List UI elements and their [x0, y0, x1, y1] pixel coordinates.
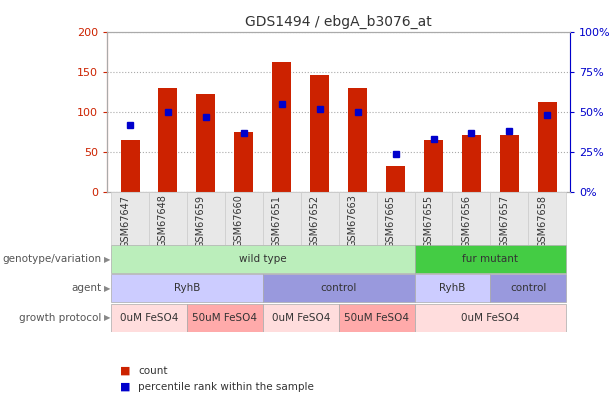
Bar: [500, 134, 519, 192]
Text: 0uM FeSO4: 0uM FeSO4: [120, 313, 178, 322]
Bar: [187, 32, 225, 192]
Bar: [414, 32, 452, 192]
Text: ■: ■: [120, 366, 130, 375]
Bar: [490, 192, 528, 245]
Text: RyhB: RyhB: [173, 284, 200, 293]
Bar: [263, 274, 414, 303]
Bar: [272, 62, 291, 192]
Bar: [111, 245, 414, 273]
Text: ▶: ▶: [104, 313, 111, 322]
Text: GSM67652: GSM67652: [310, 195, 320, 248]
Text: 0uM FeSO4: 0uM FeSO4: [461, 313, 520, 322]
Bar: [196, 94, 215, 192]
Text: fur mutant: fur mutant: [462, 254, 519, 264]
Text: percentile rank within the sample: percentile rank within the sample: [138, 382, 314, 392]
Text: GSM67655: GSM67655: [424, 195, 433, 248]
Text: GSM67665: GSM67665: [386, 195, 395, 247]
Bar: [376, 32, 414, 192]
Bar: [149, 32, 187, 192]
Bar: [414, 274, 490, 303]
Text: genotype/variation: genotype/variation: [2, 254, 101, 264]
Text: GSM67657: GSM67657: [500, 195, 509, 248]
Text: 50uM FeSO4: 50uM FeSO4: [192, 313, 257, 322]
Bar: [111, 192, 149, 245]
Text: GSM67651: GSM67651: [272, 195, 282, 247]
Text: GSM67648: GSM67648: [158, 195, 168, 247]
Text: control: control: [510, 284, 547, 293]
Bar: [310, 75, 329, 192]
Bar: [376, 192, 414, 245]
Text: GSM67659: GSM67659: [196, 195, 206, 247]
Text: GSM67663: GSM67663: [348, 195, 357, 247]
Bar: [490, 32, 528, 192]
Bar: [452, 32, 490, 192]
Bar: [121, 140, 140, 192]
Text: GSM67658: GSM67658: [538, 195, 547, 247]
Bar: [338, 32, 376, 192]
Title: GDS1494 / ebgA_b3076_at: GDS1494 / ebgA_b3076_at: [245, 15, 432, 29]
Bar: [338, 303, 414, 332]
Bar: [263, 32, 301, 192]
Bar: [225, 192, 263, 245]
Bar: [225, 32, 263, 192]
Text: ▶: ▶: [104, 284, 111, 293]
Bar: [452, 192, 490, 245]
Bar: [386, 166, 405, 192]
Bar: [111, 32, 149, 192]
Bar: [111, 303, 187, 332]
Bar: [348, 88, 367, 192]
Bar: [338, 192, 376, 245]
Text: GSM67656: GSM67656: [462, 195, 471, 247]
Bar: [187, 303, 263, 332]
Text: control: control: [321, 284, 357, 293]
Text: RyhB: RyhB: [440, 284, 466, 293]
Bar: [263, 192, 301, 245]
Bar: [528, 192, 566, 245]
Text: ■: ■: [120, 382, 130, 392]
Text: GSM67647: GSM67647: [120, 195, 130, 247]
Text: count: count: [138, 366, 167, 375]
Bar: [301, 32, 338, 192]
Bar: [149, 192, 187, 245]
Text: 0uM FeSO4: 0uM FeSO4: [272, 313, 330, 322]
Text: 50uM FeSO4: 50uM FeSO4: [344, 313, 409, 322]
Text: wild type: wild type: [239, 254, 287, 264]
Bar: [234, 132, 253, 192]
Text: growth protocol: growth protocol: [19, 313, 101, 322]
Bar: [414, 303, 566, 332]
Bar: [301, 192, 338, 245]
Bar: [490, 274, 566, 303]
Bar: [111, 274, 263, 303]
Bar: [414, 245, 566, 273]
Bar: [159, 88, 177, 192]
Bar: [538, 102, 557, 192]
Bar: [187, 192, 225, 245]
Bar: [263, 303, 338, 332]
Bar: [424, 140, 443, 192]
Text: GSM67660: GSM67660: [234, 195, 244, 247]
Text: ▶: ▶: [104, 255, 111, 264]
Text: agent: agent: [71, 284, 101, 293]
Bar: [462, 135, 481, 192]
Bar: [528, 32, 566, 192]
Bar: [414, 192, 452, 245]
